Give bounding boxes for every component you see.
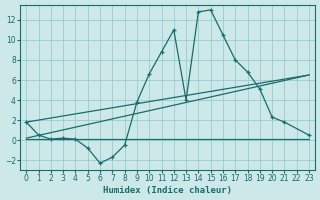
X-axis label: Humidex (Indice chaleur): Humidex (Indice chaleur) <box>103 186 232 195</box>
